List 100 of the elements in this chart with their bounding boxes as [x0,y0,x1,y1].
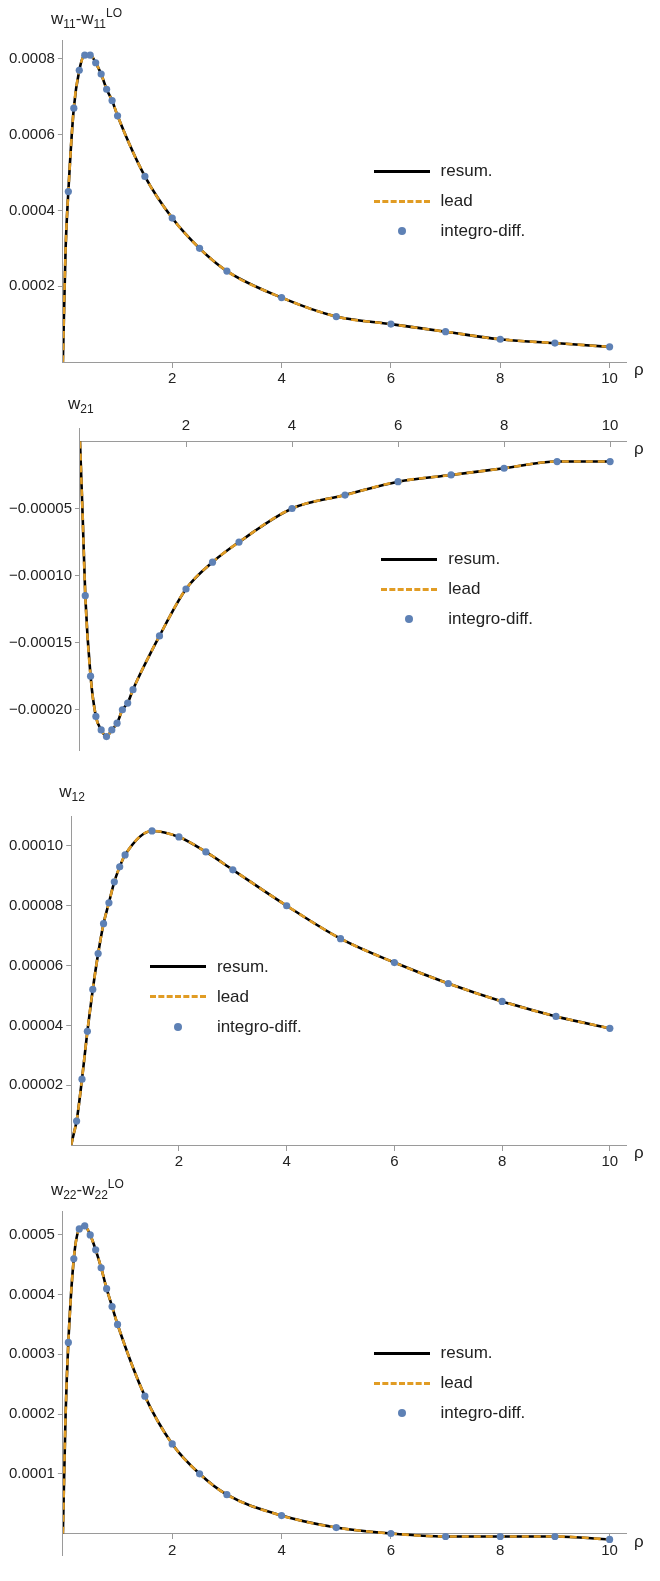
y-tick-label: 0.0004 [8,200,55,218]
x-axis-title: ρ [634,1531,644,1552]
point [441,1532,450,1541]
y-tick-label: 0.00002 [8,1075,64,1093]
point [64,187,72,196]
point [97,726,105,734]
legend-label: lead [440,1373,473,1393]
point [141,1392,149,1400]
point [70,1255,78,1263]
x-tick-label: 10 [601,1540,618,1558]
point [223,267,231,275]
point [551,1532,559,1541]
x-tick-label: 6 [386,1540,396,1558]
x-tick-label: 4 [277,369,286,387]
legend-label: resum. [440,1343,493,1363]
x-tick-label: 4 [277,1540,286,1558]
x-tick-label: 8 [499,415,509,433]
point [551,339,559,347]
point [208,558,217,566]
x-tick-label: 2 [181,415,191,433]
point [390,958,398,967]
y-tick-label: −0.00010 [9,565,72,583]
point [86,1231,94,1239]
point [108,97,116,105]
y-tick-label: −0.00015 [9,632,72,650]
point [94,949,102,958]
y-tick-label: 0.0001 [8,1463,55,1481]
point [113,719,121,727]
legend-label: integro-diff. [448,609,534,629]
point [387,1529,395,1538]
point [606,1024,614,1032]
point [92,59,100,67]
y-tick-label: 0.00006 [8,955,64,973]
point [141,172,149,180]
point [441,328,450,336]
point [500,464,508,472]
legend-label: resum. [216,956,269,977]
point [148,827,156,835]
point [113,112,122,120]
x-tick-label: 10 [601,1152,619,1170]
point [606,343,614,351]
point [235,538,243,546]
point [332,312,340,321]
y-tick-label: 0.0004 [8,1284,55,1302]
x-tick-label: 2 [168,369,177,387]
x-tick-label: 6 [386,369,396,387]
point [70,104,78,112]
x-tick-label: 10 [601,369,618,387]
point [73,1117,81,1125]
x-tick-label: 8 [496,1540,505,1558]
legend-label: integro-diff. [440,1403,526,1423]
legend-label: integro-diff. [440,221,526,241]
point [447,471,455,479]
x-tick-label: 8 [497,1152,507,1170]
point [83,1027,91,1035]
legend-label: lead [440,191,473,211]
point [496,1532,504,1541]
y-axis-title: w$_{12}$ [59,782,85,805]
point [182,585,190,593]
point [277,294,286,302]
point [606,1535,614,1544]
legend-label: lead [216,986,250,1007]
point [75,1225,83,1233]
y-tick-label: 0.0005 [8,1225,55,1243]
point [332,1523,340,1532]
point [116,863,124,871]
x-tick-label: 2 [174,1152,184,1170]
point [103,1285,111,1293]
point [78,1075,86,1083]
y-tick-label: 0.00010 [8,836,64,854]
y-tick-label: 0.0002 [8,1404,55,1422]
point [283,902,291,910]
point [89,985,97,994]
point [75,66,83,74]
point [129,686,137,694]
legend-label: resum. [440,161,493,181]
point [92,712,100,721]
point [195,1470,204,1478]
point [118,706,126,714]
point [336,935,345,943]
x-tick-label: 2 [168,1540,177,1558]
point [86,51,94,59]
y-tick-label: 0.00004 [8,1015,64,1033]
point [277,1511,286,1520]
point [168,1440,176,1448]
point [110,878,118,886]
point [103,85,111,93]
point [498,997,506,1006]
point [202,848,210,856]
point [97,1264,105,1272]
point [86,672,95,680]
point [553,457,561,466]
y-tick-label: −0.00020 [9,699,72,717]
y-tick-label: 0.00008 [8,895,64,913]
point [105,899,113,907]
x-tick-label: 10 [601,415,619,433]
point [444,979,452,988]
point [155,632,164,640]
legend-label: lead [448,579,481,599]
y-axis-title: w$_{21}$ [67,394,94,417]
